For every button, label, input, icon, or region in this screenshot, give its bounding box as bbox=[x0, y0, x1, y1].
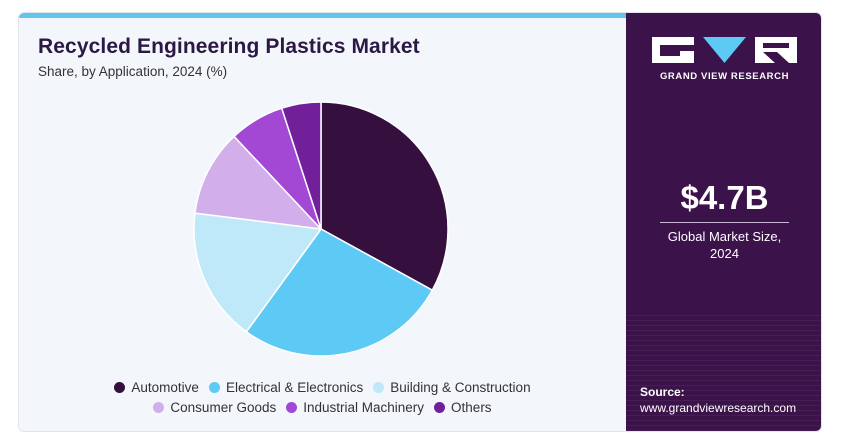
market-size-label: Global Market Size, 2024 bbox=[626, 228, 821, 262]
legend-label: Industrial Machinery bbox=[303, 400, 425, 415]
legend-item-building-construction: Building & Construction bbox=[373, 380, 531, 395]
pie-slice-automotive bbox=[320, 101, 449, 292]
legend-label: Consumer Goods bbox=[170, 400, 277, 415]
legend-marker bbox=[373, 382, 385, 393]
brand-name: GRAND VIEW RESEARCH bbox=[659, 71, 790, 82]
legend-item-industrial-machinery: Industrial Machinery bbox=[286, 400, 424, 415]
legend-item-automotive: Automotive bbox=[114, 380, 199, 395]
legend-marker bbox=[286, 402, 298, 413]
chart-title: Recycled Engineering Plastics Market bbox=[38, 35, 420, 58]
legend-row-1: Automotive Electrical & Electronics Buildi… bbox=[19, 380, 626, 396]
pie-slice-electrical-electronics bbox=[245, 228, 434, 357]
legend-item-electrical-electronics: Electrical & Electronics bbox=[208, 380, 364, 395]
legend-item-others: Others bbox=[434, 400, 492, 415]
divider bbox=[660, 222, 789, 223]
market-size-label-line-1: Global Market Size, bbox=[667, 229, 782, 244]
legend-marker bbox=[208, 382, 220, 393]
legend-marker bbox=[153, 402, 165, 413]
legend-marker bbox=[114, 382, 126, 393]
market-size-value: $4.7B bbox=[680, 179, 769, 216]
summary-panel: GRAND VIEW RESEARCH $4.7B Global Market … bbox=[626, 13, 821, 431]
chart-panel: Recycled Engineering Plastics Market Sha… bbox=[19, 13, 626, 431]
legend-item-consumer-goods: Consumer Goods bbox=[153, 400, 276, 415]
pie-chart bbox=[193, 101, 449, 357]
stripe-pattern bbox=[626, 311, 821, 431]
legend-label: Automotive bbox=[131, 380, 199, 395]
grand-view-research-logo-icon bbox=[652, 37, 797, 63]
pie-slice-others bbox=[280, 101, 322, 230]
accent-bar bbox=[19, 13, 626, 18]
legend-label: Electrical & Electronics bbox=[225, 380, 364, 395]
pie-slice-consumer-goods bbox=[194, 135, 323, 231]
pie-slice-building-construction bbox=[193, 212, 323, 333]
legend-marker bbox=[434, 402, 446, 413]
legend-label: Building & Construction bbox=[390, 380, 531, 395]
source-link[interactable]: www.grandviewresearch.com bbox=[640, 401, 797, 415]
source-label: Source: bbox=[640, 385, 685, 399]
legend-label: Others bbox=[451, 400, 492, 415]
market-size-label-line-2: 2024 bbox=[710, 246, 739, 261]
chart-subtitle: Share, by Application, 2024 (%) bbox=[38, 64, 228, 79]
infographic-card: Recycled Engineering Plastics Market Sha… bbox=[18, 12, 822, 432]
legend-row-2: Consumer Goods Industrial Machinery Others bbox=[19, 400, 626, 416]
